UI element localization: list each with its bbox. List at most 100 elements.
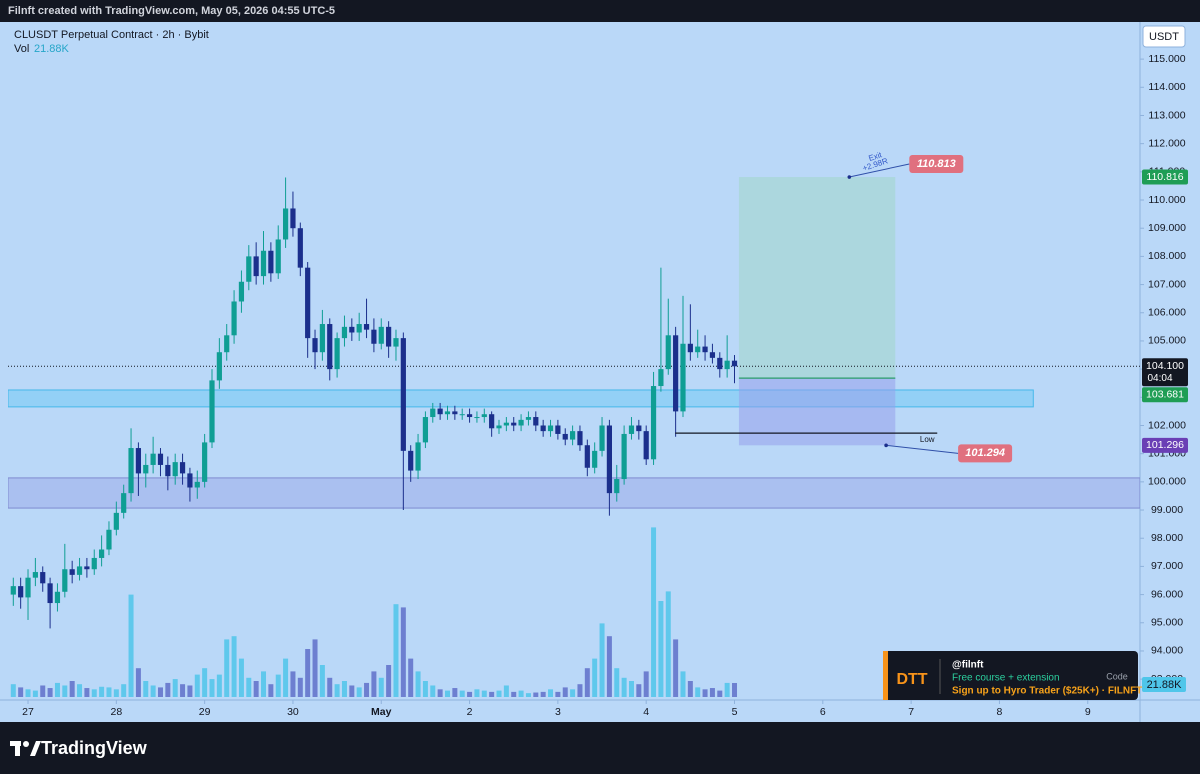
candle-body: [334, 338, 340, 370]
volume-bar: [253, 681, 259, 697]
candle-body: [511, 422, 517, 426]
candle-body: [260, 250, 267, 277]
candle-body: [341, 326, 348, 339]
y-tick-label: 106.000: [1148, 307, 1186, 319]
volume-bar: [643, 671, 649, 697]
volume-bar: [437, 689, 443, 697]
volume-bar: [400, 607, 406, 697]
x-tick-label: 8: [997, 706, 1003, 718]
candle-body: [496, 425, 502, 429]
y-tick-label: 109.000: [1148, 222, 1186, 234]
volume-bar: [467, 691, 473, 697]
candle-body: [665, 335, 671, 370]
candle-body: [113, 512, 119, 530]
candle-body: [415, 442, 421, 471]
x-tick-label: 2: [467, 706, 473, 718]
volume-bar: [555, 691, 561, 697]
volume-bar: [592, 658, 598, 697]
volume-bar: [562, 687, 568, 697]
brand: TradingView: [41, 738, 148, 758]
candle-body: [327, 324, 333, 370]
candle-body: [650, 386, 657, 460]
candle-body: [643, 431, 649, 460]
volume-bar: [525, 693, 531, 697]
volume-bar: [77, 684, 83, 697]
candle-body: [18, 586, 24, 598]
candle-body: [481, 414, 487, 418]
candle-body: [202, 442, 208, 482]
axes: 93.00094.00095.00096.00097.00098.00099.0…: [22, 53, 1188, 718]
candle-body: [106, 529, 112, 550]
candle-body: [680, 343, 686, 412]
candle-body: [319, 324, 325, 353]
candle-body: [518, 419, 524, 426]
annotation-point: [847, 175, 852, 179]
position-stop-area: [738, 378, 896, 446]
y-tick-label: 105.000: [1148, 335, 1186, 347]
annotation-connector: [849, 163, 910, 178]
x-tick-label: 9: [1085, 706, 1091, 718]
candle-body: [209, 380, 215, 443]
candle-body: [702, 346, 708, 353]
position-target-area: [738, 177, 896, 379]
candle-body: [187, 473, 193, 488]
candle-body: [47, 583, 53, 604]
volume-bar: [621, 677, 627, 697]
volume-bar: [150, 685, 156, 697]
volume-bar: [40, 685, 46, 697]
currency[interactable]: USDT: [1149, 31, 1179, 43]
volume-bar: [84, 688, 90, 697]
candle-body: [76, 566, 83, 575]
candle-body: [363, 324, 370, 330]
candle-body: [636, 425, 642, 432]
volume-bar: [319, 665, 325, 697]
volume-bar: [452, 688, 458, 697]
volume-axis-label: 21.88K: [1147, 679, 1183, 691]
promo-line: Free course + extension: [952, 673, 1060, 684]
x-tick-label: 28: [110, 706, 122, 718]
y-tick-label: 108.000: [1148, 250, 1186, 262]
candle-body: [459, 414, 465, 416]
volume-bar: [47, 688, 53, 697]
candle-body: [268, 250, 274, 274]
volume-bar: [10, 684, 16, 697]
y-tick-label: 96.000: [1151, 588, 1183, 600]
volume-bar: [628, 681, 634, 697]
candle-body: [10, 586, 16, 595]
volume-bar: [386, 665, 392, 697]
volume-bar: [202, 668, 208, 697]
price-marker-label: 101.296: [1146, 439, 1184, 451]
volume-bar: [548, 689, 554, 697]
candle-body: [32, 572, 38, 578]
volume-bar: [327, 677, 333, 697]
candle-body: [297, 228, 303, 268]
promo-box[interactable]: [883, 651, 1138, 700]
candle-body: [150, 453, 156, 465]
volume-bar: [371, 671, 377, 697]
candle-body: [54, 591, 61, 604]
volume-legend: Vol: [14, 43, 29, 55]
volume-bar: [224, 639, 230, 697]
volume-axis-box: [1142, 677, 1186, 692]
volume-bar: [570, 689, 576, 697]
volume-bar: [290, 671, 296, 697]
promo[interactable]: DTT @filnft Free course + extension Sign…: [883, 651, 1142, 700]
candle-body: [673, 335, 679, 412]
candle-body: [452, 411, 458, 415]
y-tick-label: 112.000: [1148, 137, 1185, 149]
volume-bar: [474, 689, 480, 697]
volume-bar: [695, 687, 701, 697]
volume-bar: [422, 681, 428, 697]
x-tick-label: 5: [732, 706, 738, 718]
volume-bar: [378, 677, 384, 697]
low-label: Low: [920, 435, 935, 444]
volume-bar: [18, 687, 24, 697]
volume-bar: [187, 685, 193, 697]
volume-bar: [687, 681, 693, 697]
candle-body: [555, 425, 561, 434]
volume-bar: [489, 691, 495, 697]
currency-box[interactable]: [1142, 25, 1186, 48]
promo-accent: [883, 651, 888, 700]
volume-bar: [724, 682, 730, 697]
